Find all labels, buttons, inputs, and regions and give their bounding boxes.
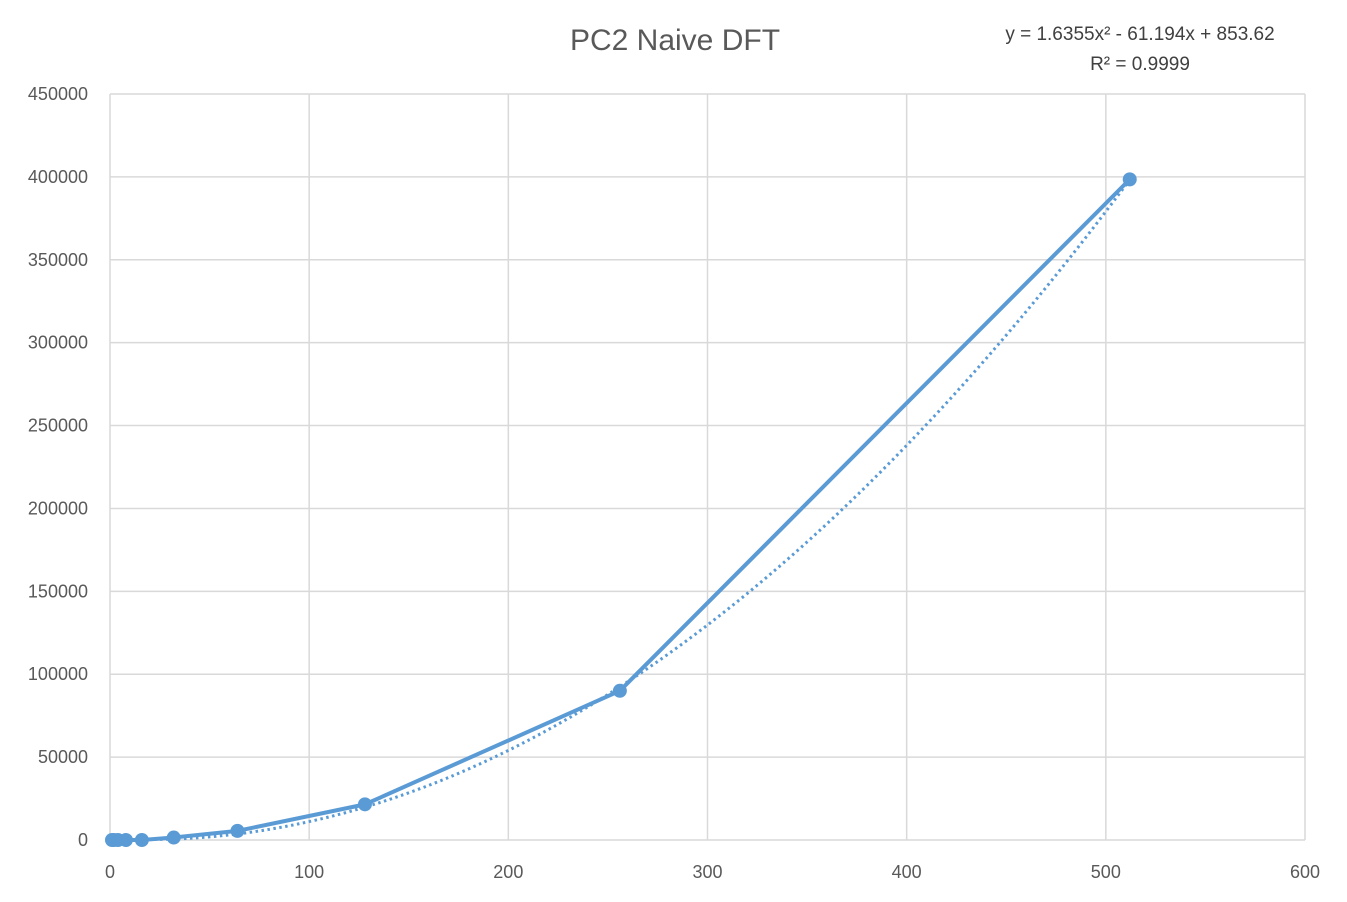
data-point (612, 683, 627, 698)
series-line (111, 177, 1132, 842)
data-point (1122, 172, 1137, 187)
chart-title: PC2 Naive DFT (570, 24, 780, 57)
data-point (230, 823, 245, 838)
y-tick-label: 350000 (28, 250, 88, 270)
gridlines (109, 93, 1306, 841)
x-tick-label: 500 (1091, 862, 1121, 882)
trendline-equation: y = 1.6355x² - 61.194x + 853.62 (1005, 24, 1274, 45)
x-tick-label: 100 (294, 862, 324, 882)
trendline-layer (111, 178, 1131, 842)
data-point (357, 797, 372, 812)
y-tick-label: 400000 (28, 167, 88, 187)
x-tick-label: 600 (1290, 862, 1320, 882)
x-tick-label: 0 (105, 862, 115, 882)
y-tick-label: 200000 (28, 498, 88, 518)
y-tick-label: 250000 (28, 416, 88, 436)
x-tick-label: 200 (493, 862, 523, 882)
x-tick-label: 400 (892, 862, 922, 882)
trendline (111, 178, 1131, 842)
y-tick-label: 300000 (28, 333, 88, 353)
data-point (118, 833, 133, 847)
y-tick-label: 50000 (38, 747, 88, 767)
data-point (134, 833, 149, 847)
axis-tick-labels: 0 50000 100000 150000 200000 250000 300000 3500… (28, 84, 1320, 882)
data-point (166, 830, 181, 845)
trendline-r2: R² = 0.9999 (1090, 54, 1190, 75)
y-tick-label: 150000 (28, 581, 88, 601)
y-tick-label: 450000 (28, 84, 88, 104)
y-tick-label: 100000 (28, 664, 88, 684)
series-layer (104, 172, 1137, 847)
y-tick-label: 0 (78, 830, 88, 850)
x-tick-label: 300 (692, 862, 722, 882)
